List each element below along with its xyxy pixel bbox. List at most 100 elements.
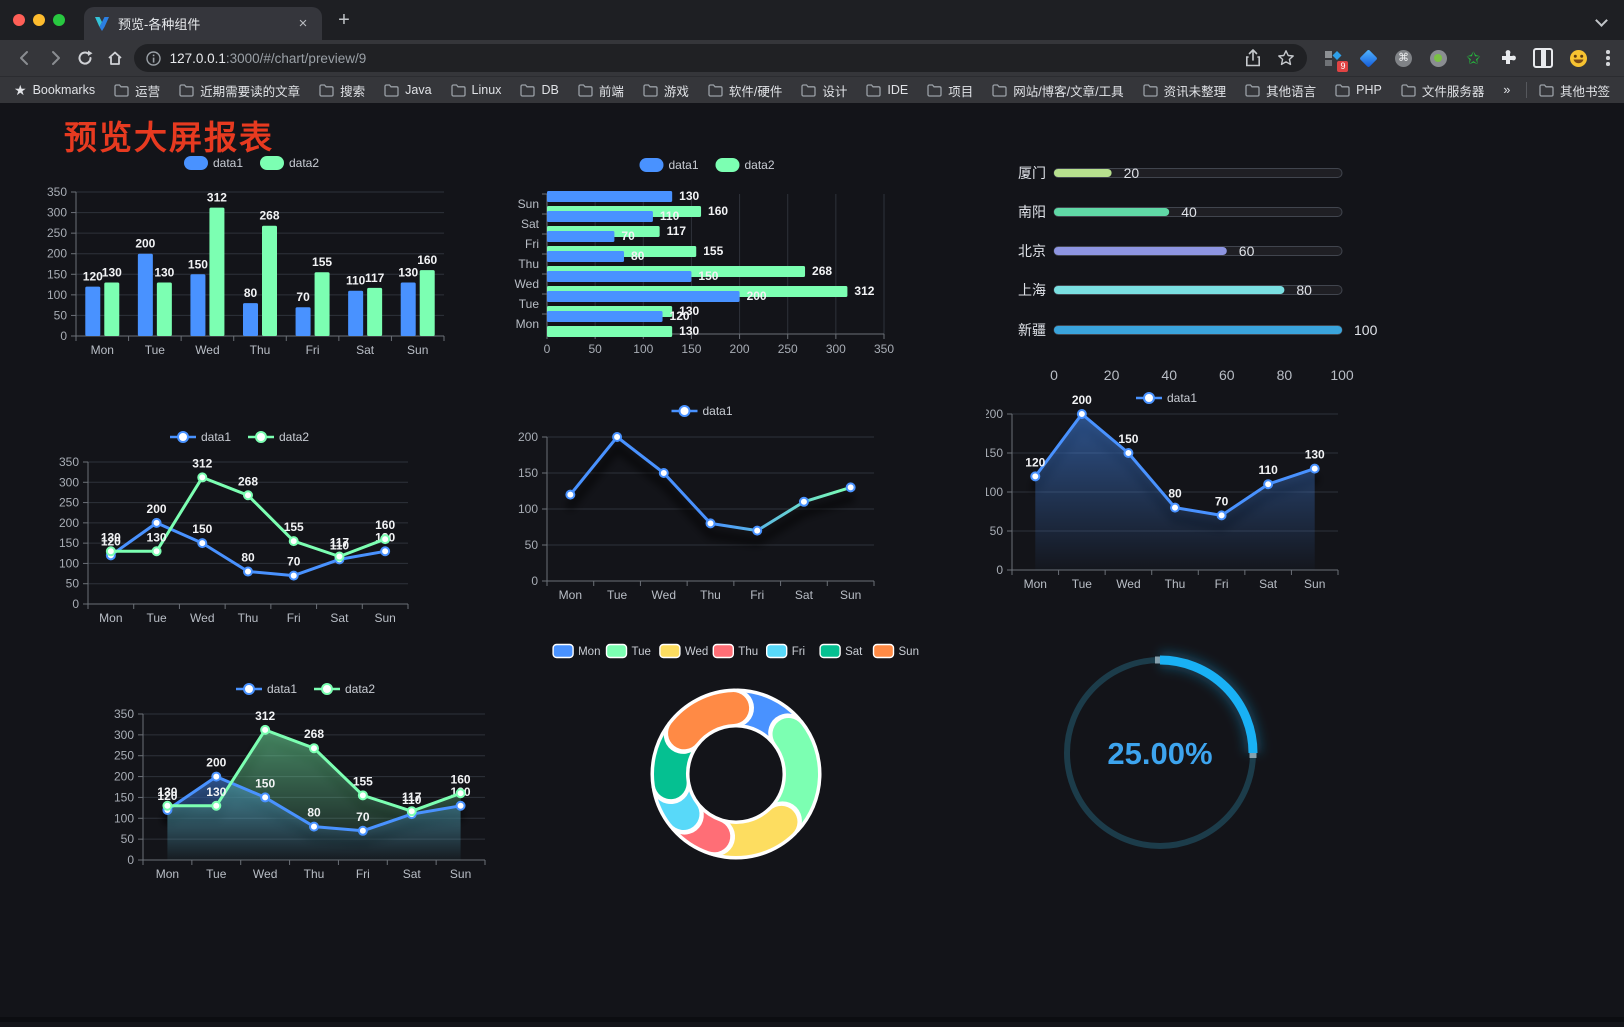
svg-text:Mon: Mon <box>516 317 539 331</box>
other-bookmarks-button[interactable]: 其他书签 <box>1539 81 1610 100</box>
svg-text:0: 0 <box>72 597 79 611</box>
svg-text:Sat: Sat <box>356 343 375 357</box>
back-button[interactable] <box>10 44 40 72</box>
svg-text:160: 160 <box>417 253 437 267</box>
window-close-button[interactable] <box>13 14 25 26</box>
browser-tab[interactable]: 预览-各种组件 × <box>84 7 322 40</box>
bookmark-item[interactable]: 网站/博客/文章/工具 <box>992 81 1124 100</box>
browser-menu-icon[interactable] <box>1602 46 1614 70</box>
svg-text:312: 312 <box>854 284 874 298</box>
tab-close-icon[interactable]: × <box>298 14 308 32</box>
forward-button[interactable] <box>40 44 70 72</box>
svg-text:Mon: Mon <box>99 611 122 625</box>
svg-text:40: 40 <box>1161 367 1177 383</box>
svg-text:80: 80 <box>241 551 255 565</box>
svg-text:70: 70 <box>296 290 310 304</box>
svg-text:Tue: Tue <box>607 588 628 602</box>
bookmark-item[interactable]: 其他语言 <box>1245 81 1316 100</box>
svg-text:厦门: 厦门 <box>1018 165 1046 181</box>
chart-bar-horizontal[interactable]: data1 data2 0 50 100 150 200 250 300 350 Sun 130 160… <box>505 150 920 364</box>
bookmark-item[interactable]: 游戏 <box>643 81 689 100</box>
bookmark-item[interactable]: IDE <box>866 83 908 97</box>
svg-text:155: 155 <box>353 774 373 788</box>
tab-search-chevron-icon[interactable] <box>1595 14 1608 27</box>
svg-text:Tue: Tue <box>146 611 167 625</box>
address-bar[interactable]: 127.0.0.1 :3000/#/chart/preview/9 <box>133 44 1308 72</box>
svg-text:Thu: Thu <box>738 646 758 658</box>
svg-text:Fri: Fri <box>287 611 301 625</box>
bookmarks-label[interactable]: Bookmarks <box>32 83 96 97</box>
site-info-icon[interactable] <box>145 50 161 66</box>
svg-text:200: 200 <box>47 247 67 261</box>
svg-text:150: 150 <box>114 790 134 804</box>
bookmark-item[interactable]: 文件服务器 <box>1401 81 1485 100</box>
bookmarks-overflow-chevron[interactable]: » <box>1503 83 1511 97</box>
bookmark-item[interactable]: 运营 <box>114 81 160 100</box>
chart-gauge-progress[interactable]: 25.00% <box>1040 634 1280 876</box>
bookmark-item[interactable]: 前端 <box>578 81 624 100</box>
svg-text:Mon: Mon <box>559 588 582 602</box>
bookmark-label: 文件服务器 <box>1421 84 1485 99</box>
emoji-extension-icon[interactable] <box>1568 48 1588 68</box>
side-panel-icon[interactable] <box>1533 48 1554 68</box>
bookmark-item[interactable]: PHP <box>1335 83 1382 97</box>
svg-text:80: 80 <box>1168 487 1182 501</box>
extension-grid-icon[interactable]: 9 <box>1323 48 1349 72</box>
svg-text:Sat: Sat <box>403 867 422 881</box>
chart-line-gradient[interactable]: data1 0 50 100 150 200 Mon Tue Wed Thu Fri Sat Sun <box>505 399 920 611</box>
chart-line-area-two[interactable]: data1 data2 0 50 100 150 200 250 300 350 Mon Tue Wed… <box>105 674 495 888</box>
bookmark-item[interactable]: Linux <box>450 83 501 97</box>
svg-text:data1: data1 <box>669 158 699 172</box>
reload-button[interactable] <box>70 44 100 72</box>
svg-text:20: 20 <box>1104 367 1120 383</box>
juejin-gem-icon[interactable] <box>1358 48 1378 68</box>
svg-text:data2: data2 <box>345 682 375 696</box>
home-button[interactable] <box>100 44 130 72</box>
svg-text:312: 312 <box>255 709 275 723</box>
svg-text:150: 150 <box>681 342 701 356</box>
chart-bar-grouped[interactable]: data1 data2 0 50 100 150 200 250 300 350 Mon Tue Wed… <box>40 148 452 366</box>
chart-line-area[interactable]: data1 0 50 100 150 200 Mon Tue Wed Thu Fri Sat Sun 12… <box>983 386 1388 598</box>
chart-line-two-series[interactable]: data1 data2 0 50 100 150 200 250 300 350 Mon Tue Wed… <box>48 424 452 638</box>
svg-text:Wed: Wed <box>685 646 708 658</box>
svg-text:50: 50 <box>990 524 1004 538</box>
svg-text:200: 200 <box>135 237 155 251</box>
svg-text:Wed: Wed <box>1116 577 1140 591</box>
svg-text:Thu: Thu <box>518 257 539 271</box>
bookmark-item[interactable]: 项目 <box>927 81 973 100</box>
bookmark-label: 软件/硬件 <box>728 84 783 99</box>
svg-text:data1: data1 <box>703 404 733 418</box>
puzzle-extensions-icon[interactable] <box>1498 48 1518 68</box>
bookmark-item[interactable]: 软件/硬件 <box>708 81 782 100</box>
green-star-extension-icon[interactable]: ✩ <box>1466 48 1481 68</box>
new-tab-button[interactable]: + <box>338 9 350 31</box>
share-icon[interactable] <box>1245 49 1261 67</box>
chart-donut-pie[interactable]: Mon Tue Wed Thu Fri Sat Sun <box>540 638 940 886</box>
svg-text:0: 0 <box>531 574 538 588</box>
svg-text:data2: data2 <box>279 430 309 444</box>
svg-text:300: 300 <box>114 728 134 742</box>
svg-text:Wed: Wed <box>515 277 539 291</box>
recorder-extension-icon[interactable] <box>1428 48 1448 68</box>
svg-text:Sat: Sat <box>845 646 863 658</box>
svg-text:Tue: Tue <box>206 867 227 881</box>
svg-text:70: 70 <box>287 555 301 569</box>
bookmark-item[interactable]: 搜索 <box>319 81 365 100</box>
chart-progress-bars[interactable]: 厦门 20 南阳 40 北京 60 上海 80 新疆 100 0 20 40 60 80 100 <box>988 150 1390 390</box>
bookmark-item[interactable]: DB <box>520 83 559 97</box>
bookmark-item[interactable]: 近期需要读的文章 <box>179 81 300 100</box>
bookmark-item[interactable]: 设计 <box>801 81 847 100</box>
svg-text:Wed: Wed <box>652 588 676 602</box>
bookmark-star-icon[interactable] <box>1277 49 1295 67</box>
command-extension-icon[interactable]: ⌘ <box>1393 48 1413 68</box>
bookmark-label: 资讯未整理 <box>1163 84 1227 99</box>
bookmark-item[interactable]: Java <box>384 83 432 97</box>
window-zoom-button[interactable] <box>53 14 65 26</box>
folder-icon <box>992 83 1007 97</box>
svg-text:300: 300 <box>47 206 67 220</box>
window-minimize-button[interactable] <box>33 14 45 26</box>
bookmarks-divider <box>1525 82 1527 98</box>
bookmark-item[interactable]: 资讯未整理 <box>1142 81 1227 100</box>
svg-text:0: 0 <box>1050 367 1058 383</box>
